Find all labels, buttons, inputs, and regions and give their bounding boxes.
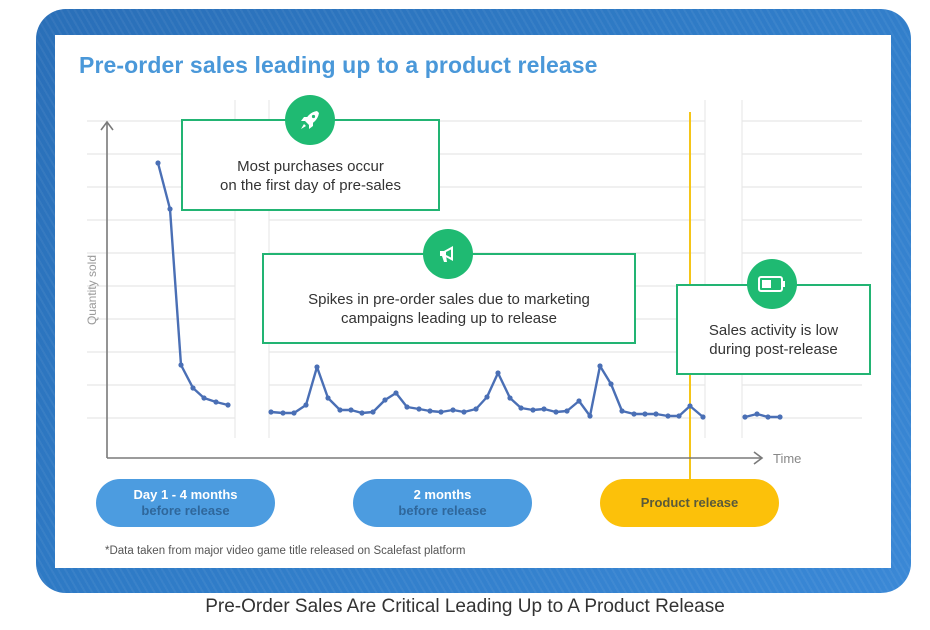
callout-text-line2: on the first day of pre-sales <box>220 177 401 194</box>
axes <box>100 120 764 465</box>
callout-text-line1: Most purchases occur <box>237 158 384 175</box>
sales-series <box>155 160 783 420</box>
phase-line1: 2 months <box>413 487 472 502</box>
figure-caption: Pre-Order Sales Are Critical Leading Up … <box>205 596 725 617</box>
phase-pill-two-months: 2 months before release <box>353 479 532 527</box>
chart-title: Pre-order sales leading up to a product … <box>79 52 598 78</box>
phase-line1: Day 1 - 4 months <box>133 487 238 502</box>
x-axis-label: Time <box>773 451 802 466</box>
phase-pill-early: Day 1 - 4 months before release <box>96 479 275 527</box>
phase-pill-product-release: Product release <box>600 479 779 527</box>
phase-line2: before release <box>141 503 230 518</box>
phase-line2: before release <box>398 503 487 518</box>
callout-text-line2: campaigns leading up to release <box>341 310 557 327</box>
callout-text-line1: Spikes in pre-order sales due to marketi… <box>308 291 590 308</box>
megaphone-icon <box>423 229 473 279</box>
callout-text-line1: Sales activity is low <box>708 322 839 339</box>
phase-line1: Product release <box>640 495 739 510</box>
y-axis-label: Quantity sold <box>85 254 99 326</box>
callout-text-line2: during post-release <box>709 341 838 358</box>
footnote: *Data taken from major video game title … <box>105 545 466 557</box>
y-axis-arrow-icon <box>100 120 114 131</box>
x-axis-arrow-icon <box>753 451 764 465</box>
battery-low-icon <box>747 259 797 309</box>
rocket-icon <box>285 95 335 145</box>
